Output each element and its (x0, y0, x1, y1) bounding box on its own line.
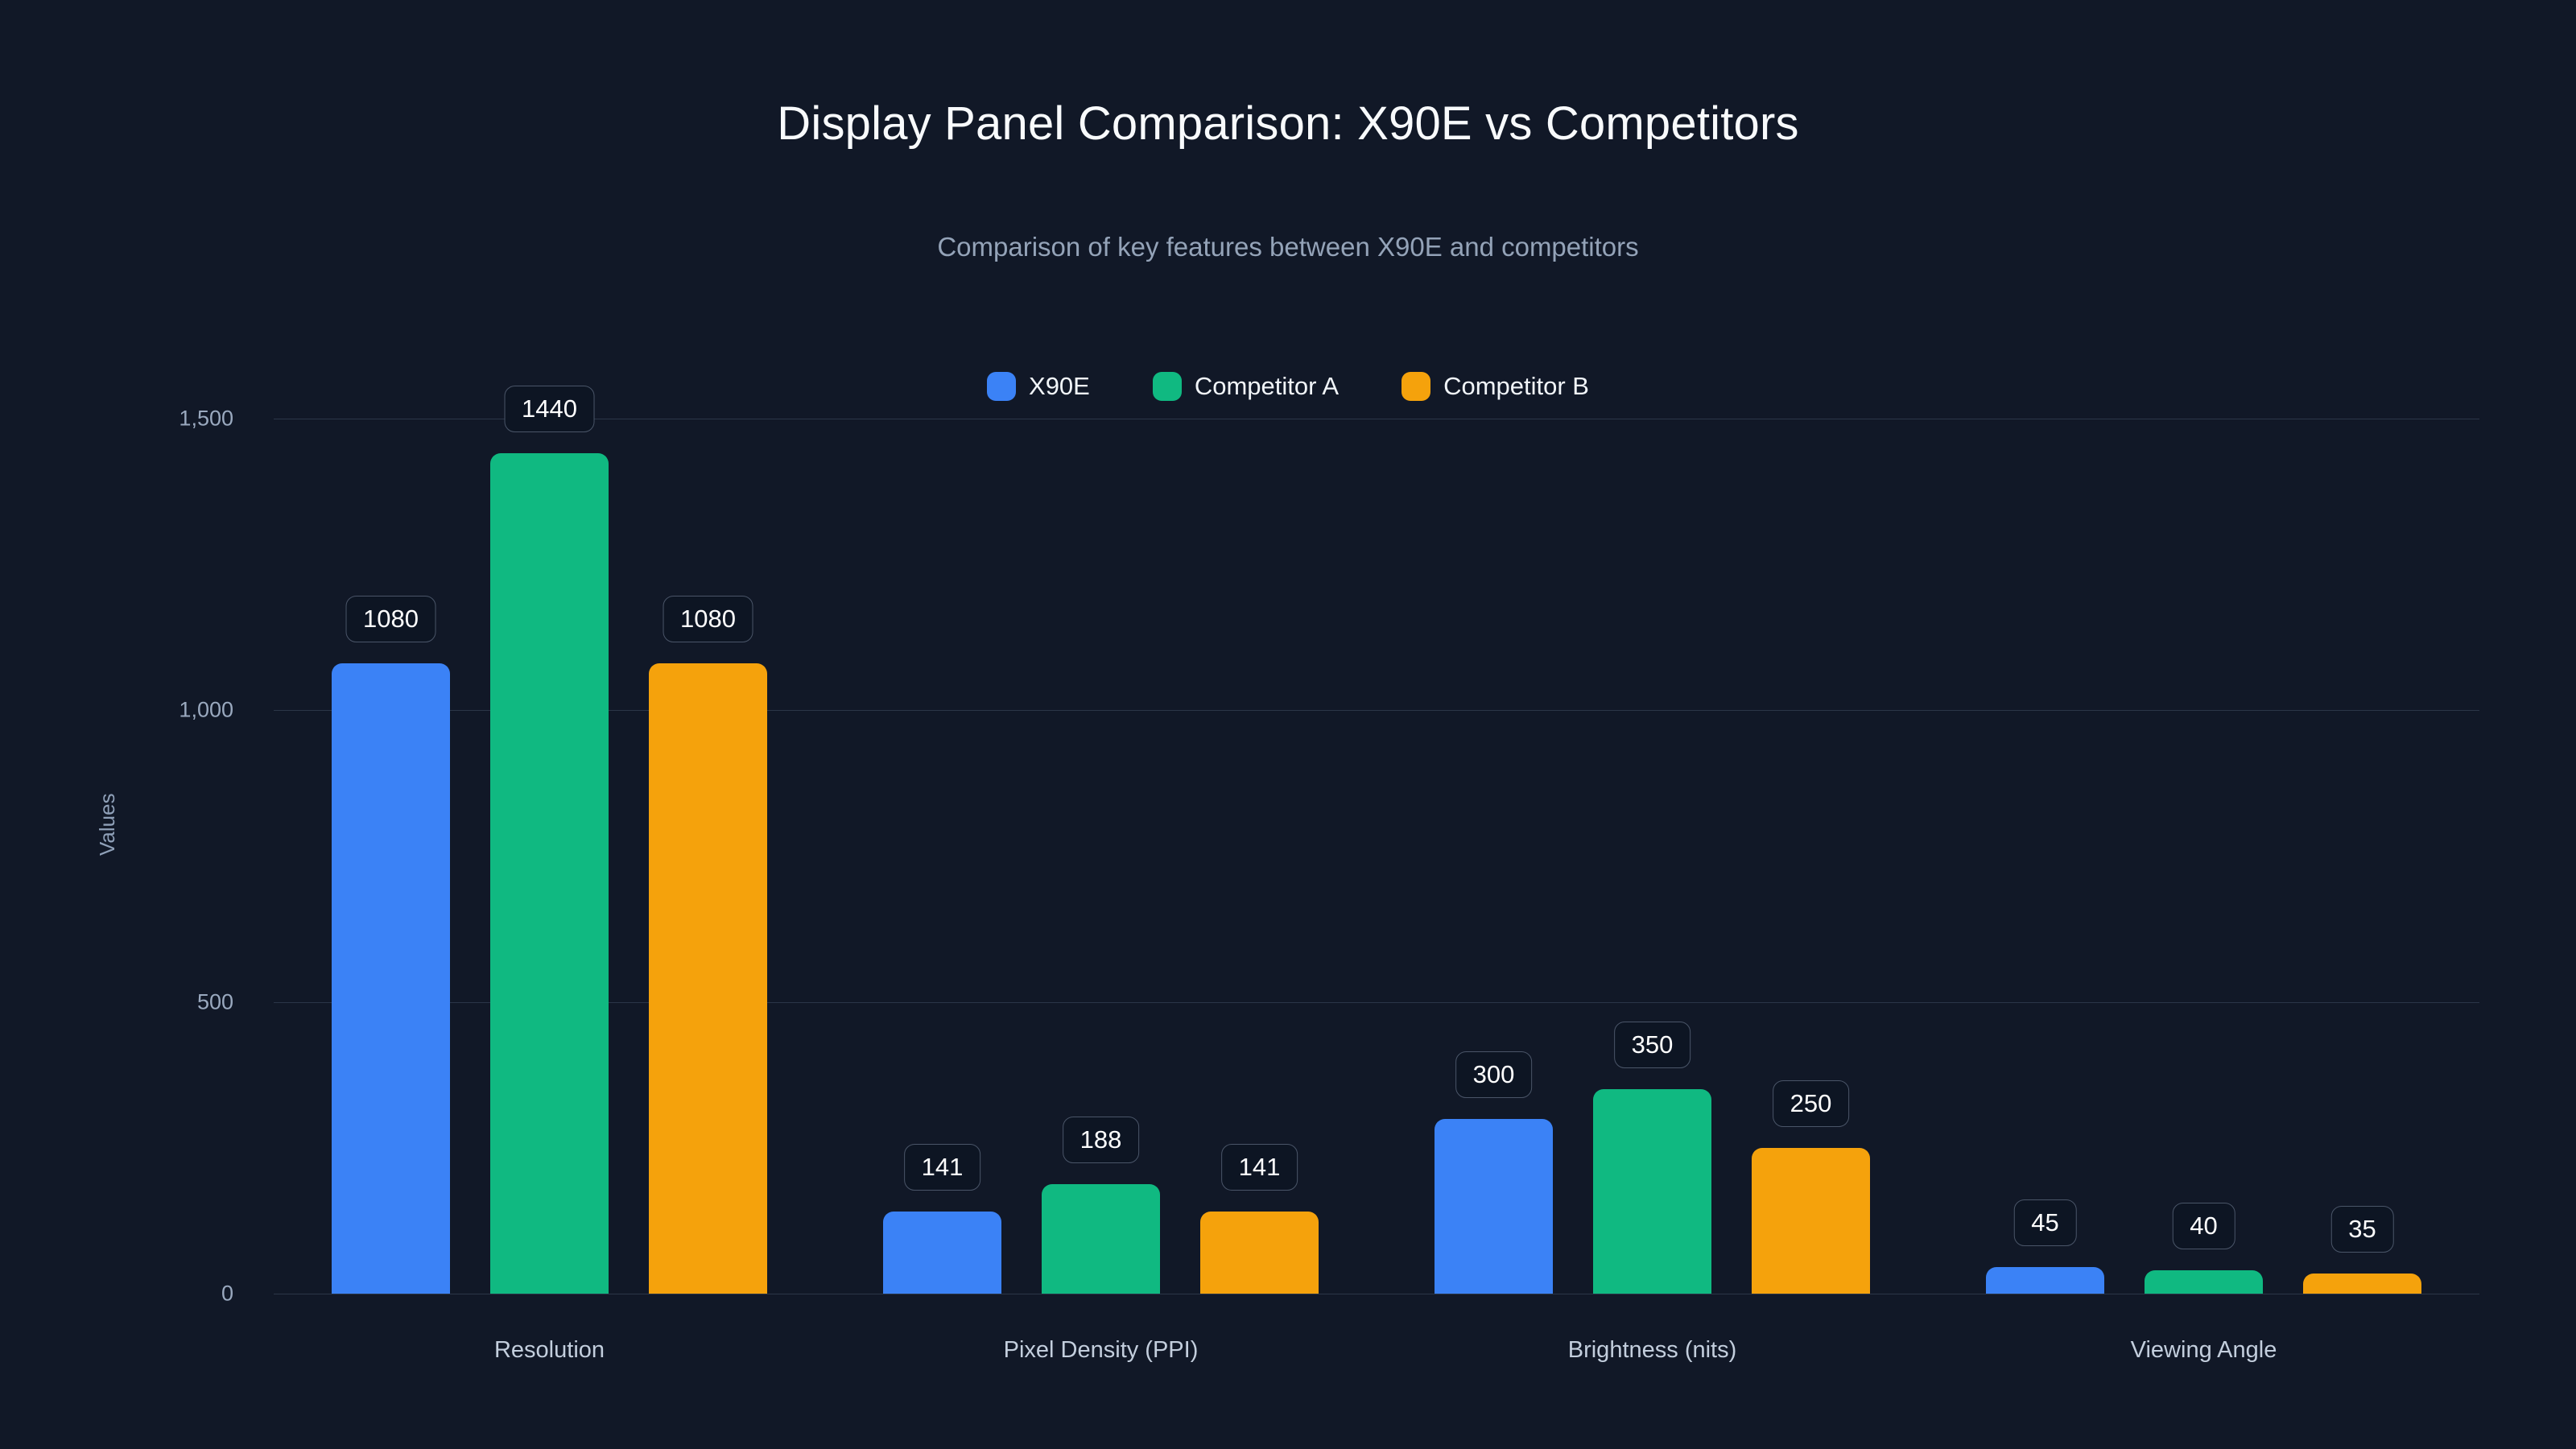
legend-label: Competitor A (1194, 372, 1340, 400)
y-axis-label: Values (95, 793, 119, 856)
bar[interactable] (1752, 1147, 1870, 1294)
gridline (274, 710, 2479, 712)
legend-swatch-icon (1152, 372, 1182, 401)
y-axis-tick-label: 500 (196, 989, 233, 1014)
bar-value-label: 300 (1455, 1051, 1533, 1098)
bar[interactable] (1593, 1089, 1711, 1294)
bar-value-label: 1440 (504, 386, 595, 433)
bar-value-label: 141 (1220, 1143, 1298, 1191)
y-axis-tick-label: 1,500 (179, 406, 233, 431)
legend-item-competitor-b[interactable]: Competitor B (1402, 372, 1589, 401)
gridline (274, 1001, 2479, 1003)
bar-value-label: 141 (903, 1143, 981, 1191)
bar[interactable] (649, 663, 767, 1294)
bar-value-label: 250 (1772, 1080, 1850, 1127)
legend-label: X90E (1029, 372, 1090, 400)
bar[interactable] (883, 1211, 1001, 1294)
bar[interactable] (1042, 1183, 1160, 1294)
x-axis-category-label: Resolution (493, 1337, 605, 1363)
bar[interactable] (332, 663, 450, 1294)
bar-value-label: 45 (2013, 1199, 2077, 1247)
bar[interactable] (1200, 1211, 1319, 1294)
legend-item-x90e[interactable]: X90E (987, 372, 1090, 401)
legend-label: Competitor B (1443, 372, 1589, 400)
legend-swatch-icon (1402, 372, 1431, 401)
bar[interactable] (2145, 1270, 2263, 1294)
plot-area: 0 500 1,000 1,500 1080 1440 1080 141 188 141 300 3… (179, 386, 2479, 1363)
y-axis-tick-label: 0 (221, 1281, 233, 1306)
bar-value-label: 35 (2330, 1205, 2394, 1253)
bar-value-label: 40 (2172, 1202, 2235, 1250)
x-axis-category-label: Viewing Angle (2130, 1337, 2277, 1363)
bar-value-label: 350 (1613, 1022, 1691, 1069)
legend-item-competitor-a[interactable]: Competitor A (1152, 372, 1340, 401)
chart-legend: X90E Competitor A Competitor B (0, 372, 2576, 401)
bar[interactable] (490, 453, 609, 1294)
bar-value-label: 1080 (345, 596, 436, 643)
bar[interactable] (1986, 1267, 2104, 1294)
legend-swatch-icon (987, 372, 1017, 401)
chart-subtitle: Comparison of key features between X90E … (937, 232, 1639, 262)
x-axis-category-label: Pixel Density (PPI) (1003, 1337, 1199, 1363)
bar[interactable] (2303, 1273, 2421, 1294)
x-axis-category-label: Brightness (nits) (1567, 1337, 1737, 1363)
y-axis-tick-label: 1,000 (179, 697, 233, 722)
bar[interactable] (1435, 1118, 1553, 1294)
bar-value-label: 1080 (663, 596, 753, 643)
chart-title: Display Panel Comparison: X90E vs Compet… (777, 97, 1799, 150)
bar-value-label: 188 (1062, 1116, 1140, 1163)
